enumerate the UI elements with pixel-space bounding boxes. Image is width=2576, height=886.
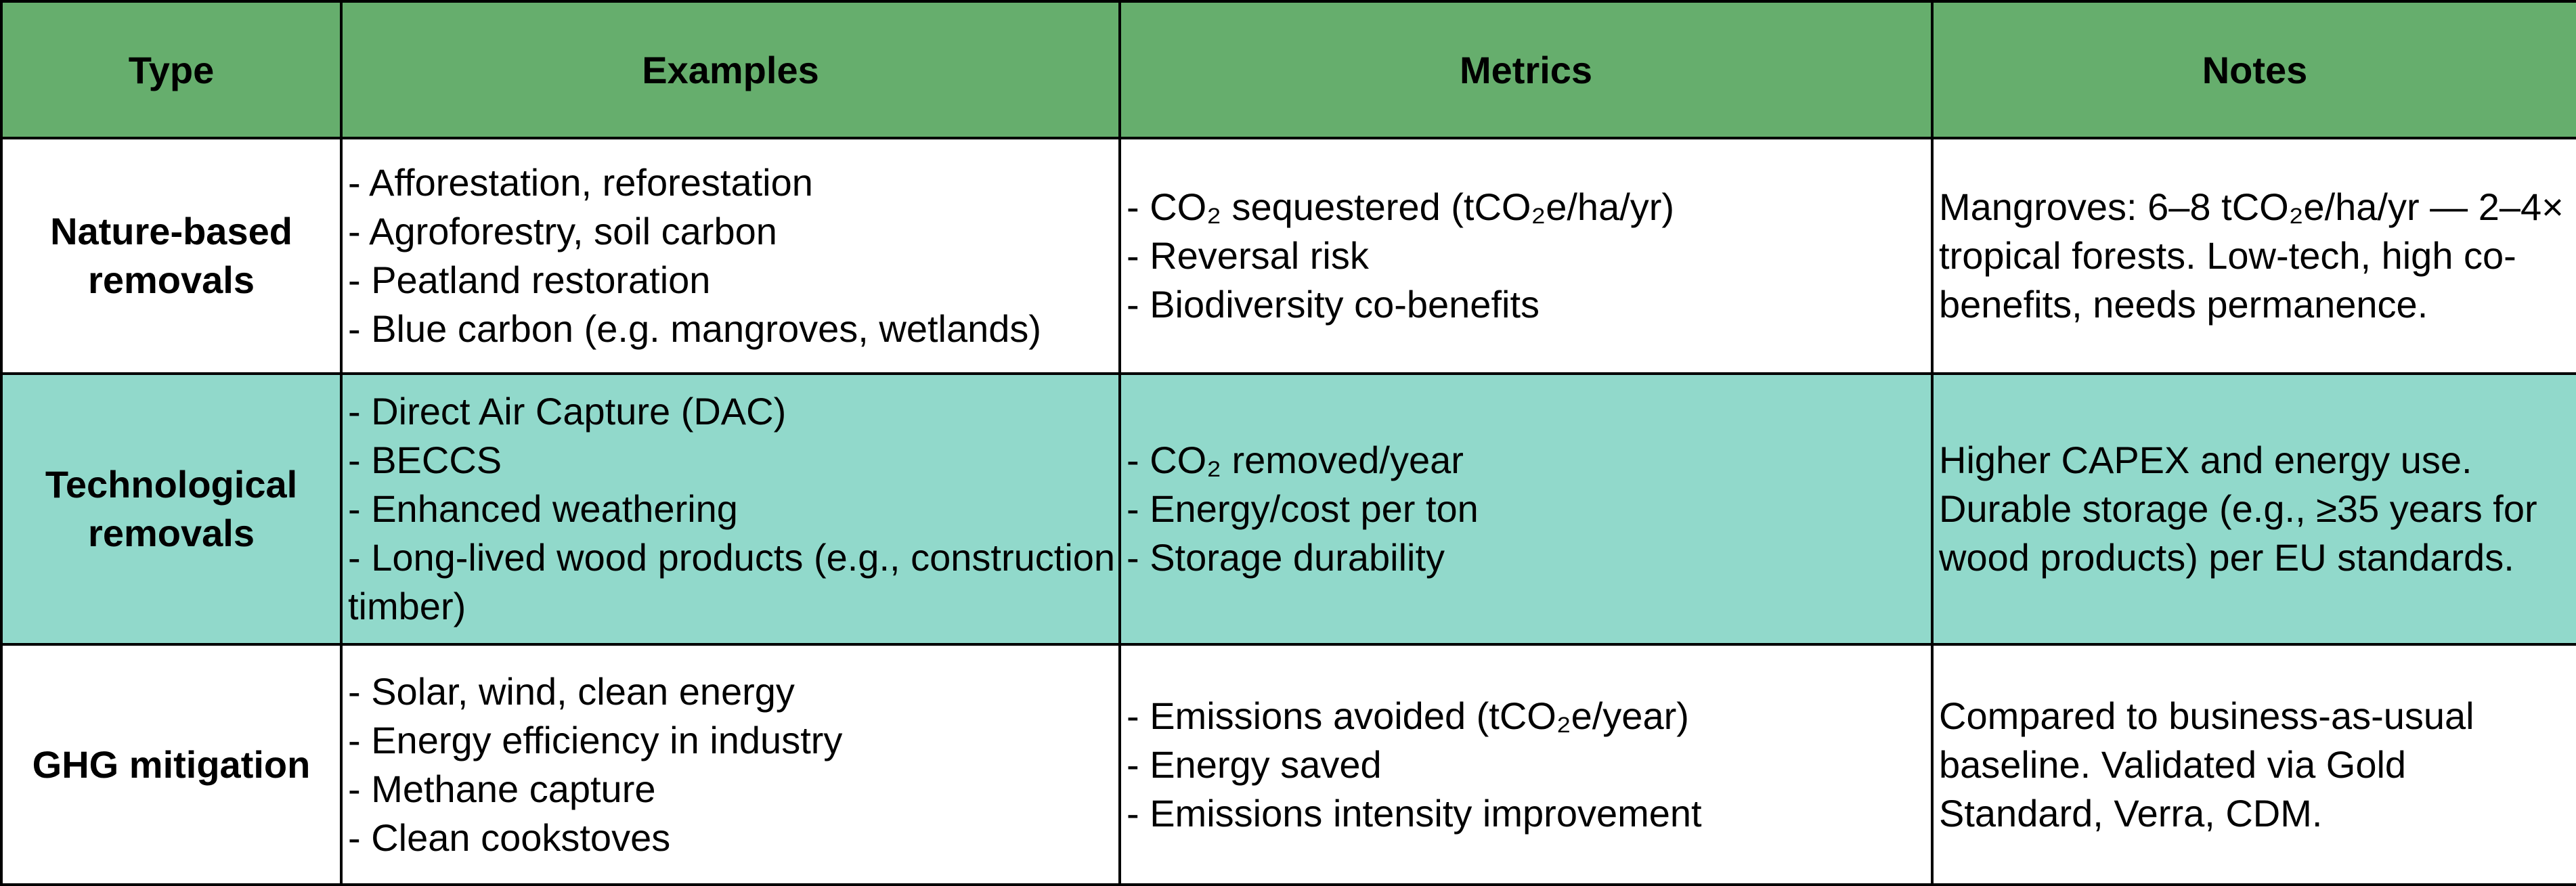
- example-item: - Direct Air Capture (DAC): [348, 390, 787, 433]
- metric-item: - CO₂ sequestered (tCO₂e/ha/yr): [1127, 185, 1675, 228]
- table-row: GHG mitigation - Solar, wind, clean ener…: [0, 643, 2576, 886]
- example-item: - Blue carbon (e.g. mangroves, wetlands): [348, 307, 1042, 350]
- header-examples: Examples: [340, 0, 1121, 139]
- type-cell: GHG mitigation: [0, 643, 343, 886]
- metrics-cell: - CO₂ sequestered (tCO₂e/ha/yr) - Revers…: [1118, 137, 1934, 375]
- type-label: GHG mitigation: [32, 743, 311, 786]
- type-label: removals: [88, 259, 255, 301]
- metric-item: - Energy saved: [1127, 743, 1382, 786]
- metric-item: - Emissions intensity improvement: [1127, 791, 1702, 835]
- header-metrics: Metrics: [1118, 0, 1934, 139]
- example-item: - Long-lived wood products (e.g., constr…: [348, 536, 1116, 627]
- example-item: - Afforestation, reforestation: [348, 161, 813, 204]
- examples-cell: - Direct Air Capture (DAC) - BECCS - Enh…: [340, 372, 1121, 646]
- table-row: Technological removals - Direct Air Capt…: [0, 372, 2576, 646]
- metrics-cell: - CO₂ removed/year - Energy/cost per ton…: [1118, 372, 1934, 646]
- type-label: Technological: [45, 463, 298, 506]
- type-cell: Nature-based removals: [0, 137, 343, 375]
- header-row: Type Examples Metrics Notes: [0, 0, 2576, 139]
- metric-item: - Emissions avoided (tCO₂e/year): [1127, 694, 1689, 737]
- notes-cell: Compared to business-as-usual baseline. …: [1931, 643, 2576, 886]
- example-item: - Peatland restoration: [348, 259, 711, 301]
- header-notes: Notes: [1931, 0, 2576, 139]
- notes-cell: Mangroves: 6–8 tCO₂e/ha/yr — 2–4× tropic…: [1931, 137, 2576, 375]
- example-item: - Enhanced weathering: [348, 487, 738, 530]
- header-type: Type: [0, 0, 343, 139]
- metric-item: - Energy/cost per ton: [1127, 487, 1479, 530]
- example-item: - Agroforestry, soil carbon: [348, 210, 777, 252]
- example-item: - Methane capture: [348, 767, 656, 810]
- metrics-cell: - Emissions avoided (tCO₂e/year) - Energ…: [1118, 643, 1934, 886]
- examples-cell: - Afforestation, reforestation - Agrofor…: [340, 137, 1121, 375]
- example-item: - Solar, wind, clean energy: [348, 669, 795, 713]
- example-item: - Energy efficiency in industry: [348, 718, 843, 761]
- table-row: Nature-based removals - Afforestation, r…: [0, 137, 2576, 375]
- metric-item: - CO₂ removed/year: [1127, 439, 1464, 481]
- type-label: removals: [88, 512, 255, 554]
- examples-cell: - Solar, wind, clean energy - Energy eff…: [340, 643, 1121, 886]
- metric-item: - Biodiversity co-benefits: [1127, 283, 1540, 326]
- type-cell: Technological removals: [0, 372, 343, 646]
- notes-cell: Higher CAPEX and energy use. Durable sto…: [1931, 372, 2576, 646]
- example-item: - BECCS: [348, 439, 502, 481]
- example-item: - Clean cookstoves: [348, 816, 671, 859]
- type-label: Nature-based: [50, 210, 292, 252]
- metric-item: - Reversal risk: [1127, 234, 1369, 277]
- metric-item: - Storage durability: [1127, 536, 1445, 579]
